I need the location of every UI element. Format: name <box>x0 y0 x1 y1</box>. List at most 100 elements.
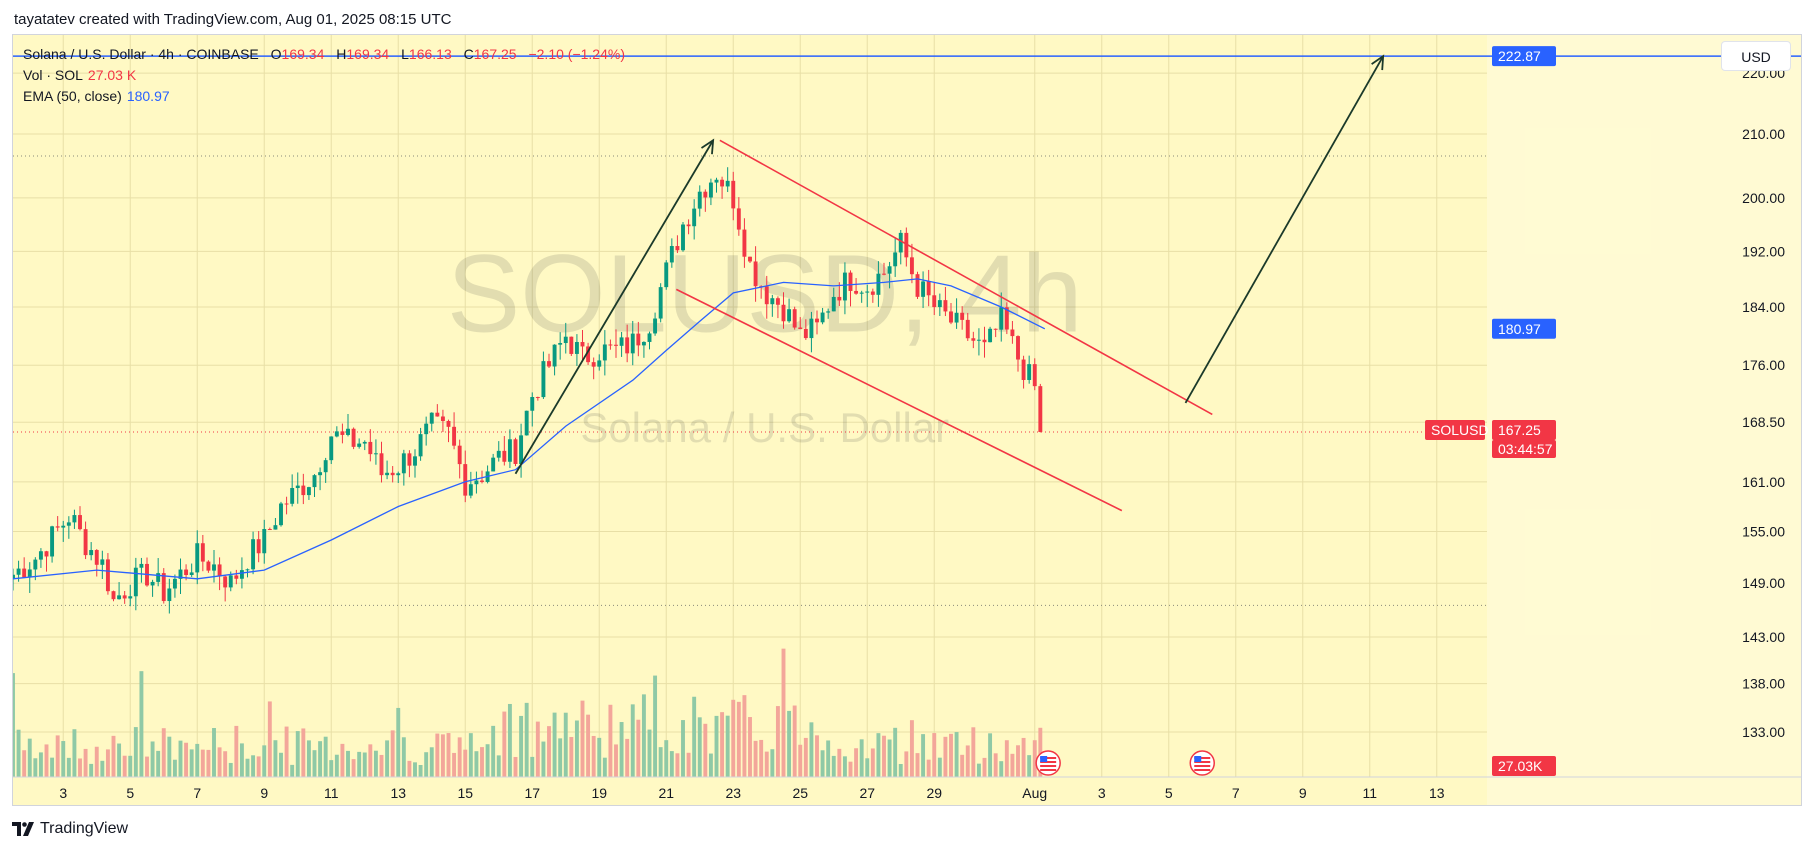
volume-bar <box>960 754 965 777</box>
volume-bar <box>1027 755 1032 777</box>
volume-bar <box>921 734 926 777</box>
price-tick-label: 138.00 <box>1742 676 1785 692</box>
volume-bar <box>943 736 948 777</box>
candle-body <box>921 281 926 297</box>
volume-bar <box>697 717 702 777</box>
candle-body <box>999 307 1004 330</box>
volume-bar <box>692 696 697 777</box>
volume-bar <box>530 756 535 777</box>
candle-body <box>653 318 658 334</box>
candle-body <box>33 559 38 570</box>
volume-bar <box>234 725 239 777</box>
price-tick-label: 184.00 <box>1742 299 1785 315</box>
price-tick-label: 149.00 <box>1742 575 1785 591</box>
candle-body <box>909 257 914 275</box>
candle-body <box>859 292 864 294</box>
volume-bar <box>133 727 138 777</box>
volume-bar <box>228 762 233 777</box>
candle-body <box>552 344 557 367</box>
candle-body <box>971 338 976 341</box>
candle-body <box>94 550 99 565</box>
volume-bar <box>206 749 211 777</box>
candle-body <box>926 281 931 296</box>
candle-body <box>16 568 21 575</box>
candle-body <box>167 588 172 602</box>
volume-bar <box>988 733 993 777</box>
time-tick-label: 5 <box>126 785 134 801</box>
volume-bar <box>83 748 88 777</box>
volume-bar <box>94 746 99 777</box>
us-flag-icon-stripe <box>1194 765 1211 767</box>
time-tick-label: 5 <box>1165 785 1173 801</box>
volume-bar <box>993 753 998 777</box>
candle-body <box>72 515 77 523</box>
candle-body <box>1038 386 1043 432</box>
candle-body <box>251 539 256 570</box>
candle-body <box>13 574 15 579</box>
candle-body <box>714 179 719 183</box>
candle-body <box>206 561 211 571</box>
candle-body <box>887 266 892 274</box>
candle-body <box>83 529 88 556</box>
volume-bar <box>798 744 803 777</box>
up-arrow-2-head <box>1371 54 1385 71</box>
price-tick-label: 155.00 <box>1742 524 1785 540</box>
candle-body <box>787 309 792 322</box>
currency-button[interactable]: USD <box>1721 41 1791 71</box>
us-flag-icon-stripe <box>1194 761 1211 763</box>
volume-bar <box>664 740 669 777</box>
volume-bar <box>714 715 719 777</box>
candle-body <box>798 327 803 329</box>
candle-body <box>161 573 166 602</box>
symbol-row: Solana / U.S. Dollar · 4h · COINBASE O16… <box>23 44 625 65</box>
volume-bar <box>457 737 462 777</box>
grid-lines <box>13 35 1487 777</box>
candle-body <box>932 295 937 308</box>
candle-body <box>111 591 116 600</box>
open-label: O <box>270 46 282 62</box>
volume-bars <box>13 648 1043 777</box>
volume-bar <box>569 736 574 777</box>
candle-body <box>954 312 959 323</box>
candle-body <box>586 346 591 363</box>
ema-line <box>13 278 1046 580</box>
candle-body <box>664 262 669 288</box>
volume-bar <box>653 675 658 777</box>
candle-body <box>78 515 82 530</box>
candle-body <box>658 287 663 319</box>
volume-bar <box>184 742 189 777</box>
volume-bar <box>809 722 814 777</box>
up-arrow-2 <box>1184 55 1384 404</box>
volume-bar <box>172 759 177 777</box>
volume-bar <box>887 739 892 777</box>
time-tick-label: 11 <box>1362 785 1377 801</box>
candle-body <box>893 252 898 267</box>
volume-bar <box>502 711 507 777</box>
volume-bar <box>753 740 758 777</box>
candle-body <box>306 487 311 496</box>
candle-body <box>139 563 144 568</box>
footer-brand[interactable]: TradingView <box>12 820 128 838</box>
candle-body <box>608 344 613 346</box>
volume-bar <box>66 757 71 777</box>
candle-body <box>239 570 244 579</box>
volume-label[interactable]: Vol · SOL <box>23 67 83 83</box>
symbol-line[interactable]: Solana / U.S. Dollar · 4h · COINBASE <box>23 46 259 62</box>
time-tick-label: Aug <box>1022 785 1047 801</box>
ema-label[interactable]: EMA (50, close) <box>23 88 122 104</box>
chart-panel[interactable]: SOLUSD, 4h Solana / U.S. Dollar 220.00 210.… <box>12 34 1802 806</box>
volume-bar <box>485 744 490 777</box>
candle-body <box>368 441 373 455</box>
volume-bar <box>647 729 652 777</box>
candle-body <box>463 464 468 496</box>
candle-body <box>647 333 652 342</box>
candle-body <box>815 318 819 323</box>
volume-bar <box>156 750 161 777</box>
volume-bar <box>787 710 792 777</box>
volume-bar <box>547 726 551 777</box>
volume-bar <box>1038 727 1043 777</box>
candle-body <box>775 298 780 305</box>
us-flag-icon-canton <box>1040 756 1048 762</box>
time-tick-label: 3 <box>1098 785 1106 801</box>
